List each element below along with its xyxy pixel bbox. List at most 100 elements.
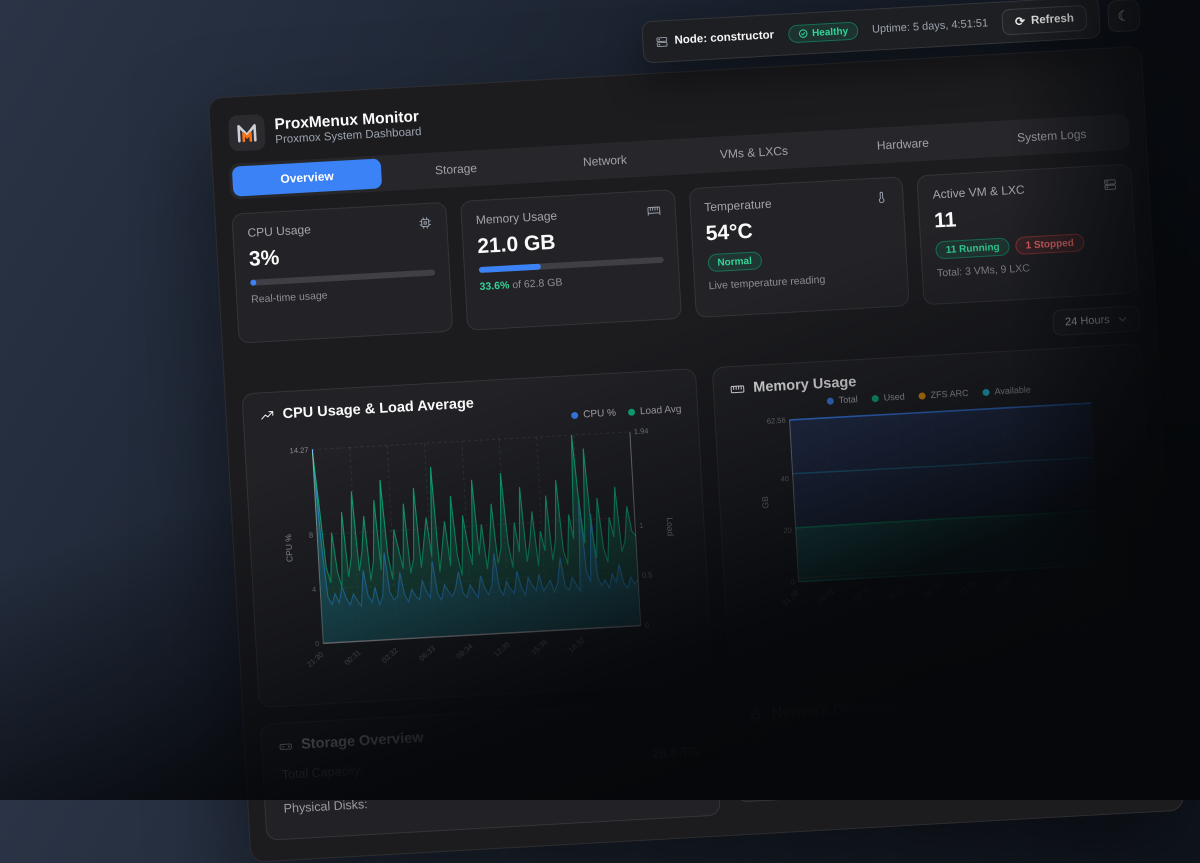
trending-up-icon: [259, 407, 275, 423]
tab-storage[interactable]: Storage: [434, 161, 478, 178]
server-icon: [655, 35, 669, 49]
svg-text:09:34: 09:34: [923, 580, 943, 599]
storage-overview-panel: Storage Overview Total Capacity: 26.8 TB…: [259, 698, 722, 841]
memory-card-title: Memory Usage: [475, 208, 558, 228]
hard-drive-icon: [278, 738, 294, 754]
memory-time-range-select[interactable]: 24 Hours: [1052, 612, 1141, 644]
temperature-card-title: Temperature: [703, 196, 772, 215]
active-vm-lxc-card: Active VM & LXC 11 11 Running 1 Stopped …: [916, 163, 1139, 306]
svg-text:CPU %: CPU %: [283, 533, 295, 562]
legend-dot-total: [826, 396, 834, 405]
temperature-caption: Live temperature reading: [708, 273, 826, 293]
chevron-down-icon: [1119, 624, 1127, 630]
cpu-usage-card: CPU Usage 3% Real-time usage: [231, 201, 454, 344]
chevron-down-icon: [1118, 316, 1127, 322]
tab-hardware[interactable]: Hardware: [876, 135, 930, 153]
svg-text:12:35: 12:35: [958, 578, 978, 597]
svg-text:62.56: 62.56: [767, 416, 786, 426]
svg-text:8: 8: [309, 530, 314, 539]
svg-text:09:34: 09:34: [455, 642, 475, 661]
svg-text:40: 40: [781, 474, 790, 483]
content-columns: CPU Usage & Load Average CPU % Load Avg …: [241, 343, 1166, 841]
memory-progress-fill: [478, 263, 541, 274]
svg-text:4: 4: [312, 585, 317, 594]
svg-text:1: 1: [639, 521, 644, 530]
cpu-progress-fill: [250, 279, 256, 286]
vms-stopped-badge: 1 Stopped: [1015, 233, 1085, 256]
memory-caption: 33.6% of 62.8 GB: [479, 276, 563, 294]
svg-text:00:31: 00:31: [342, 648, 362, 667]
memory-chart: 0 20 40 62.56 21:30 00:31 03:32 06:33 09:34 12:35…: [760, 402, 1101, 608]
interface-badge: vmbr0: [751, 763, 808, 787]
svg-text:GB: GB: [760, 496, 771, 509]
cpu-value: 3%: [248, 246, 280, 271]
network-panel-title: Network Overview: [771, 698, 898, 722]
svg-text:12:35: 12:35: [492, 640, 512, 659]
tab-vms-lxcs[interactable]: VMs & LXCs: [719, 143, 789, 162]
svg-text:15:36: 15:36: [529, 638, 549, 657]
legend-dot-available: [982, 388, 990, 396]
memory-ram-icon: [646, 203, 661, 218]
refresh-icon: ⟳: [1014, 14, 1026, 29]
memory-value: 21.0 GB: [476, 230, 557, 259]
svg-text:1.94: 1.94: [634, 426, 649, 436]
svg-text:06:33: 06:33: [417, 644, 437, 663]
svg-text:03:32: 03:32: [380, 646, 400, 665]
health-badge: Healthy: [787, 21, 859, 44]
cpu-progress-track: [250, 269, 435, 286]
memory-chart-title: Memory Usage: [752, 374, 857, 396]
theme-toggle-button[interactable]: ☾: [1106, 0, 1141, 33]
tab-overview[interactable]: Overview: [231, 158, 383, 197]
memory-usage-card: Memory Usage 21.0 GB 33.6% of 62.8 GB: [459, 189, 682, 331]
svg-text:20: 20: [784, 526, 793, 535]
svg-text:21:30: 21:30: [781, 588, 801, 607]
svg-text:0: 0: [315, 639, 320, 648]
proxmenux-logo: [227, 113, 266, 152]
svg-text:15:36: 15:36: [994, 576, 1014, 595]
svg-text:0.5: 0.5: [642, 570, 653, 580]
svg-text:14.27: 14.27: [289, 445, 308, 455]
cpu-card-title: CPU Usage: [247, 222, 312, 240]
vm-card-title: Active VM & LXC: [932, 182, 1025, 202]
memory-progress-track: [478, 256, 664, 274]
cpu-load-chart: 0 4 8 14.27 0 0.5 1 1.94 21:30 00:31 03:32 06:33 09:…: [283, 426, 676, 669]
memory-chart-icon: [730, 381, 746, 397]
legend-dot-zfs-arc: [918, 391, 926, 400]
moon-icon: ☾: [1116, 6, 1131, 24]
legend-dot-cpu: [571, 411, 579, 420]
node-label: Node: constructor: [674, 29, 775, 47]
tab-network[interactable]: Network: [582, 152, 628, 170]
network-icon: [748, 706, 764, 722]
node-indicator: Node: constructor: [655, 29, 774, 49]
network-overview-panel: Network Overview Active Interfaces: 2 vm…: [730, 668, 1166, 803]
svg-text:0: 0: [791, 577, 796, 586]
dashboard: Node: constructor Healthy Uptime: 5 days…: [205, 0, 1185, 863]
svg-text:Load: Load: [665, 517, 676, 537]
temperature-card: Temperature 54°C Normal Live temperature…: [688, 176, 910, 319]
vm-count-value: 11: [933, 208, 957, 233]
vms-running-badge: 11 Running: [935, 237, 1011, 260]
legend-dot-load: [627, 408, 636, 416]
svg-text:03:32: 03:32: [852, 584, 872, 603]
tab-system-logs[interactable]: System Logs: [1016, 126, 1087, 145]
legend-dot-used: [871, 394, 879, 402]
temperature-value: 54°C: [705, 219, 754, 246]
logo-m-icon: [237, 124, 257, 143]
refresh-button[interactable]: ⟳ Refresh: [1001, 4, 1088, 36]
svg-text:21:30: 21:30: [305, 650, 325, 669]
storage-panel-title: Storage Overview: [300, 729, 424, 753]
cpu-caption: Real-time usage: [250, 289, 328, 306]
time-range-select[interactable]: 24 Hours: [1052, 305, 1141, 337]
memory-chart-panel: Memory Usage Total Used ZFS ARC Availabl…: [712, 343, 1159, 677]
main-dashboard-card: ProxMenux Monitor Proxmox System Dashboa…: [207, 45, 1185, 863]
svg-text:18:37: 18:37: [567, 635, 587, 654]
cpu-load-chart-panel: CPU Usage & Load Average CPU % Load Avg …: [241, 368, 714, 709]
svg-text:06:33: 06:33: [887, 582, 907, 601]
check-circle-icon: [798, 29, 808, 38]
server-stack-icon: [1103, 177, 1118, 192]
uptime-label: Uptime: 5 days, 4:51:51: [871, 17, 989, 36]
thermometer-icon: [874, 190, 889, 205]
svg-text:00:31: 00:31: [816, 586, 836, 605]
svg-text:18:37: 18:37: [1029, 575, 1049, 594]
temperature-status-badge: Normal: [706, 251, 763, 273]
